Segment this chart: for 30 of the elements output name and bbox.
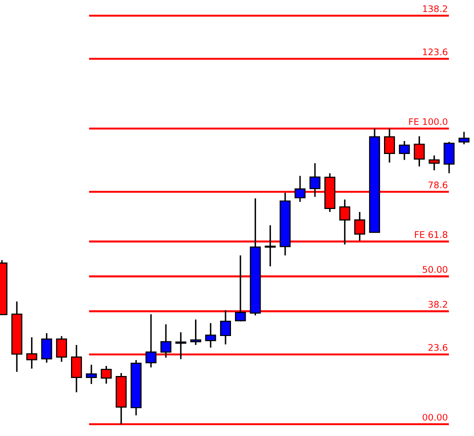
- candlestick: [220, 310, 231, 346]
- ref-line-label: 138.2: [423, 5, 448, 12]
- candlestick: [41, 332, 52, 364]
- candlestick: [264, 224, 276, 268]
- candlestick: [398, 140, 410, 161]
- candlestick: [56, 335, 68, 362]
- candlestick: [428, 154, 440, 171]
- ref-line-label: 50.00: [422, 266, 448, 273]
- candlestick: [86, 364, 97, 385]
- candlestick: [26, 336, 38, 370]
- ref-line-label: 00.00: [422, 414, 448, 421]
- ref-line-label: FE 100.0: [409, 118, 448, 126]
- candlestick: [234, 254, 246, 322]
- candlestick: [309, 162, 320, 198]
- ref-line-label: 123.6: [423, 48, 448, 56]
- candlestick: [190, 318, 202, 346]
- candlestick: [458, 131, 470, 145]
- candlestick: [146, 314, 156, 368]
- candlestick: [294, 175, 306, 203]
- ref-line-label: 23.6: [428, 344, 448, 351]
- candlestick: [414, 136, 425, 168]
- candlestick: [444, 141, 455, 174]
- ref-line-label: 78.6: [428, 181, 448, 188]
- candlestick: [70, 344, 82, 393]
- ref-line-label: FE 61.8: [414, 231, 448, 238]
- ref-line-label: 38.2: [428, 300, 448, 308]
- candlestick: [160, 324, 172, 358]
- candlestick: [175, 332, 186, 360]
- candlestick: [100, 365, 112, 384]
- candlestick: [205, 322, 216, 348]
